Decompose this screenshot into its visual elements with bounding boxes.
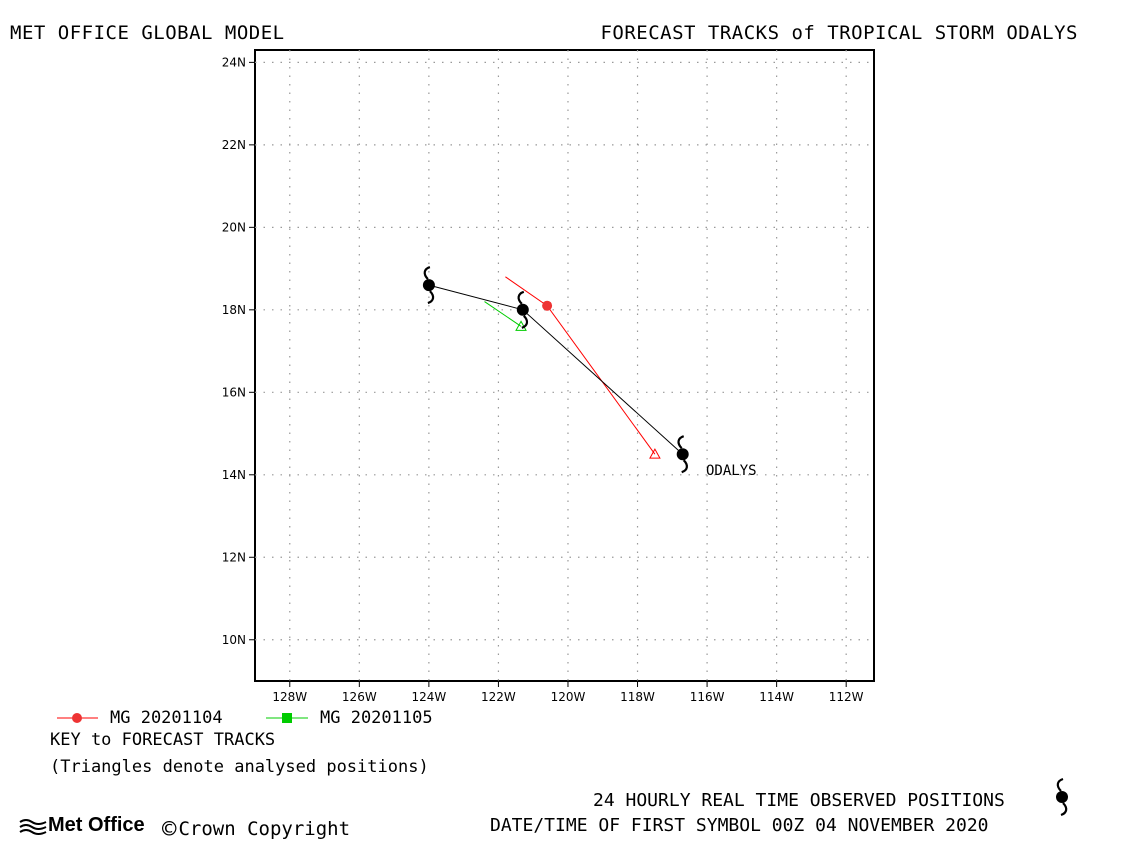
header-left-title: MET OFFICE GLOBAL MODEL bbox=[10, 22, 285, 44]
key-entry-2-marker bbox=[266, 713, 308, 723]
storm-symbol-icon bbox=[675, 435, 690, 474]
key-entry-1-label: MG 20201104 bbox=[110, 708, 223, 728]
storm-symbol-icon bbox=[515, 290, 530, 329]
forecast-track-2 bbox=[484, 301, 522, 327]
key-title: KEY to FORECAST TRACKS bbox=[50, 730, 276, 750]
lon-tick-label: 116W bbox=[690, 690, 725, 704]
grid-layer bbox=[255, 50, 874, 681]
forecast-position-marker bbox=[542, 300, 553, 311]
map-frame bbox=[254, 49, 875, 682]
key-entry-1-marker bbox=[57, 713, 98, 723]
copyright-text: Crown Copyright bbox=[178, 818, 351, 840]
lat-tick-label: 10N bbox=[222, 633, 246, 647]
key-entry-2-label: MG 20201105 bbox=[320, 708, 433, 728]
copyright-icon: © bbox=[162, 815, 177, 843]
lat-tick-label: 24N bbox=[222, 55, 246, 69]
lon-tick-label: 114W bbox=[759, 690, 794, 704]
lat-tick-label: 14N bbox=[222, 468, 246, 482]
lon-tick-label: 112W bbox=[829, 690, 864, 704]
met-office-logo-icon bbox=[19, 818, 47, 835]
lat-tick-label: 18N bbox=[222, 303, 246, 317]
lon-tick-label: 124W bbox=[411, 690, 446, 704]
storm-name-label: ODALYS bbox=[706, 463, 757, 479]
first-symbol-datetime: DATE/TIME OF FIRST SYMBOL 00Z 04 NOVEMBE… bbox=[490, 815, 989, 836]
lon-tick-label: 122W bbox=[481, 690, 516, 704]
copyright-notice: © Crown Copyright bbox=[162, 815, 350, 843]
analysed-position-triangle bbox=[515, 320, 527, 331]
observed-track bbox=[428, 284, 684, 455]
lon-tick-label: 128W bbox=[272, 690, 307, 704]
met-office-logo: Met Office bbox=[18, 814, 145, 837]
observed-positions-label: 24 HOURLY REAL TIME OBSERVED POSITIONS bbox=[593, 790, 1005, 811]
lat-tick-label: 12N bbox=[222, 550, 246, 564]
lon-tick-label: 118W bbox=[620, 690, 655, 704]
lat-tick-label: 20N bbox=[222, 220, 246, 234]
met-office-logo-text: Met Office bbox=[48, 814, 145, 836]
key-note: (Triangles denote analysed positions) bbox=[50, 757, 429, 777]
observed-storm-icon bbox=[1054, 777, 1070, 817]
axis-ticks: 128W 126W 124W 122W 120W 118W 116W 114W 112W 10N 1… bbox=[222, 55, 864, 704]
analysed-position-triangle bbox=[649, 448, 661, 459]
header-right-title: FORECAST TRACKS of TROPICAL STORM ODALYS bbox=[600, 22, 1078, 44]
lat-tick-label: 16N bbox=[222, 385, 246, 399]
lon-tick-label: 126W bbox=[342, 690, 377, 704]
tracks-layer bbox=[428, 276, 684, 459]
storm-symbols bbox=[421, 266, 690, 474]
forecast-track-1 bbox=[505, 276, 656, 455]
lon-tick-label: 120W bbox=[551, 690, 586, 704]
lat-tick-label: 22N bbox=[222, 138, 246, 152]
